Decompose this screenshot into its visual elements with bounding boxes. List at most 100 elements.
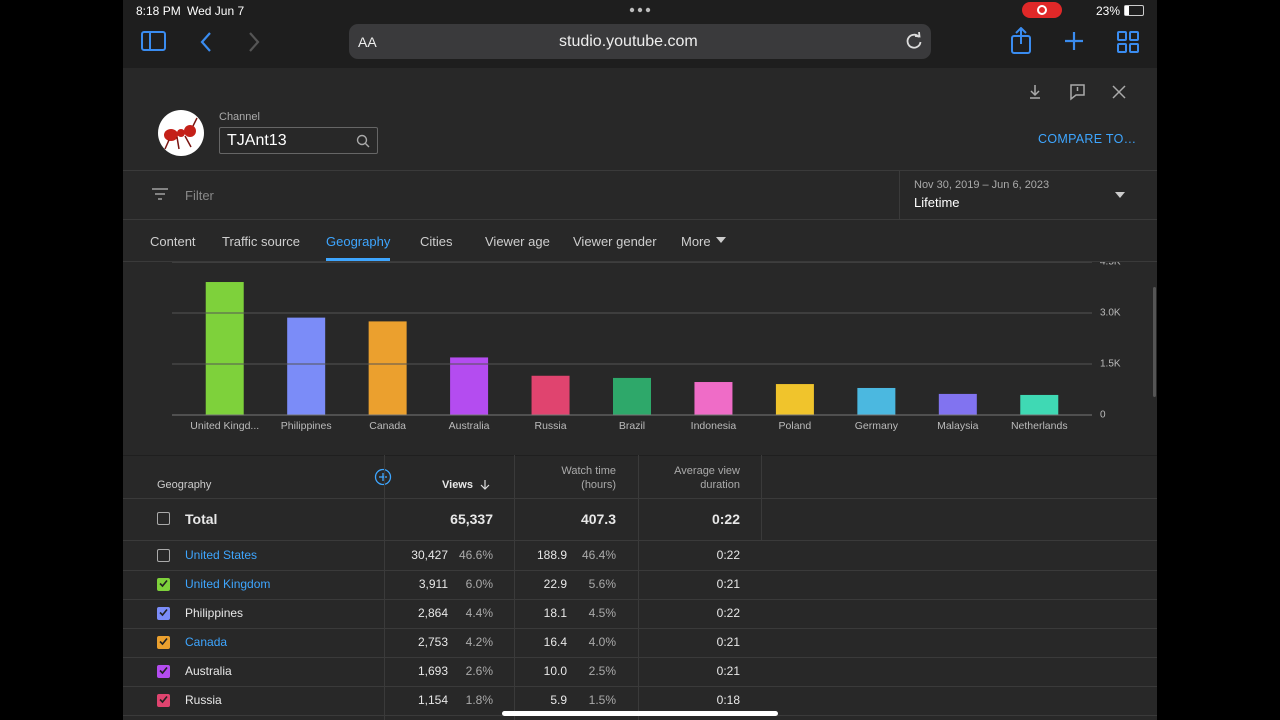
watch-time-share: 4.5% — [588, 606, 616, 620]
y-tick-label: 1.5K — [1100, 359, 1121, 370]
row-divider — [123, 498, 1157, 499]
bar — [531, 375, 570, 415]
watch-time-share: 1.5% — [588, 693, 616, 707]
watch-time-share: 5.6% — [588, 577, 616, 591]
divider — [123, 170, 1157, 171]
divider — [123, 455, 1157, 456]
filter-input[interactable]: Filter — [185, 188, 214, 203]
watch-time: 22.9 — [543, 577, 567, 591]
avg-duration: 0:22 — [716, 548, 740, 562]
date-picker[interactable]: Nov 30, 2019 – Jun 6, 2023 Lifetime — [900, 171, 1157, 219]
checkbox[interactable] — [157, 578, 170, 591]
x-tick-label: Australia — [449, 420, 490, 432]
channel-selector[interactable]: TJAnt13 — [219, 127, 378, 154]
views: 3,911 — [418, 577, 448, 591]
text-size-button[interactable]: AA — [358, 34, 377, 50]
compare-button[interactable]: COMPARE TO… — [1038, 132, 1137, 146]
column-header[interactable]: Average view — [674, 465, 740, 477]
column-divider — [384, 455, 385, 720]
column-divider — [638, 455, 639, 720]
checkbox[interactable] — [157, 607, 170, 620]
multitask-dots[interactable] — [628, 7, 652, 13]
new-tab-button[interactable] — [1064, 31, 1084, 51]
checkbox[interactable] — [157, 694, 170, 707]
views: 1,693 — [417, 664, 448, 678]
watch-time-share: 4.0% — [588, 635, 616, 649]
country-name[interactable]: United Kingdom — [185, 577, 271, 591]
row-divider — [123, 599, 1157, 600]
more-arrow — [716, 237, 726, 243]
country-name: Australia — [185, 664, 232, 678]
watch-time: 16.4 — [543, 635, 567, 649]
tab[interactable]: Geography — [326, 234, 391, 249]
channel-avatar[interactable] — [157, 109, 205, 157]
column-divider — [761, 455, 762, 540]
x-tick-label: Indonesia — [691, 420, 737, 432]
search-icon[interactable] — [356, 134, 370, 148]
country-name[interactable]: United States — [185, 548, 258, 562]
row-divider — [123, 540, 1157, 541]
x-tick-label: Germany — [855, 420, 899, 432]
y-tick-label: 3.0K — [1100, 308, 1121, 319]
bar — [450, 357, 489, 415]
period: Lifetime — [914, 195, 960, 210]
dropdown-arrow — [1115, 192, 1125, 198]
url: studio.youtube.com — [559, 33, 698, 50]
add-metric-button[interactable] — [374, 468, 392, 486]
tab[interactable]: Viewer gender — [573, 234, 657, 249]
column-header[interactable]: duration — [700, 479, 740, 491]
share-button[interactable] — [1010, 27, 1032, 55]
tab[interactable]: Content — [150, 234, 196, 249]
y-tick-label: 0 — [1100, 410, 1106, 421]
avg-duration: 0:21 — [716, 664, 740, 678]
forward-button[interactable] — [247, 31, 261, 53]
channel-label: Channel — [219, 111, 260, 123]
column-header[interactable]: Views — [442, 479, 473, 491]
checkbox[interactable] — [157, 549, 170, 562]
checkbox[interactable] — [157, 636, 170, 649]
bar — [938, 393, 977, 415]
views-share: 46.6% — [458, 548, 493, 562]
reload-button[interactable] — [905, 32, 923, 50]
tab[interactable]: Traffic source — [222, 234, 301, 249]
total-views: 65,337 — [450, 511, 493, 527]
x-tick-label: Netherlands — [1011, 420, 1068, 432]
avg-duration: 0:18 — [716, 693, 740, 707]
battery-level: 23% — [1096, 4, 1121, 18]
column-header[interactable]: Watch time — [561, 465, 616, 477]
bar — [857, 387, 896, 415]
filter-icon[interactable] — [151, 187, 169, 201]
checkbox[interactable] — [157, 512, 170, 525]
views: 2,753 — [417, 635, 448, 649]
views-share: 4.2% — [465, 635, 493, 649]
chart: United Kingd... Philippines Canada Australi… — [172, 262, 1121, 432]
bar — [613, 377, 651, 415]
row-divider — [123, 570, 1157, 571]
tab[interactable]: Viewer age — [485, 234, 550, 249]
address-bar[interactable]: AA studio.youtube.com — [349, 24, 931, 59]
country-name[interactable]: Canada — [185, 635, 228, 649]
watch-time: 188.9 — [536, 548, 567, 562]
recording-indicator — [1022, 2, 1062, 18]
tab[interactable]: Cities — [420, 234, 453, 249]
checkbox[interactable] — [157, 665, 170, 678]
date-range: Nov 30, 2019 – Jun 6, 2023 — [914, 179, 1050, 191]
row-divider — [123, 628, 1157, 629]
scrollbar — [1153, 287, 1156, 397]
views: 2,864 — [417, 606, 448, 620]
watch-time: 18.1 — [543, 606, 567, 620]
back-button[interactable] — [199, 31, 213, 53]
avg-duration: 0:21 — [716, 635, 740, 649]
bar — [205, 282, 244, 415]
x-tick-label: Canada — [369, 420, 406, 432]
tab[interactable]: More — [681, 234, 711, 249]
views-share: 4.4% — [465, 606, 493, 620]
channel-name: TJAnt13 — [227, 132, 287, 149]
tabs-button[interactable] — [1117, 31, 1139, 53]
divider — [123, 219, 1157, 220]
x-tick-label: Poland — [779, 420, 812, 432]
x-tick-label: Brazil — [619, 420, 645, 432]
column-header[interactable]: (hours) — [581, 479, 616, 491]
sidebar-button[interactable] — [141, 30, 167, 52]
